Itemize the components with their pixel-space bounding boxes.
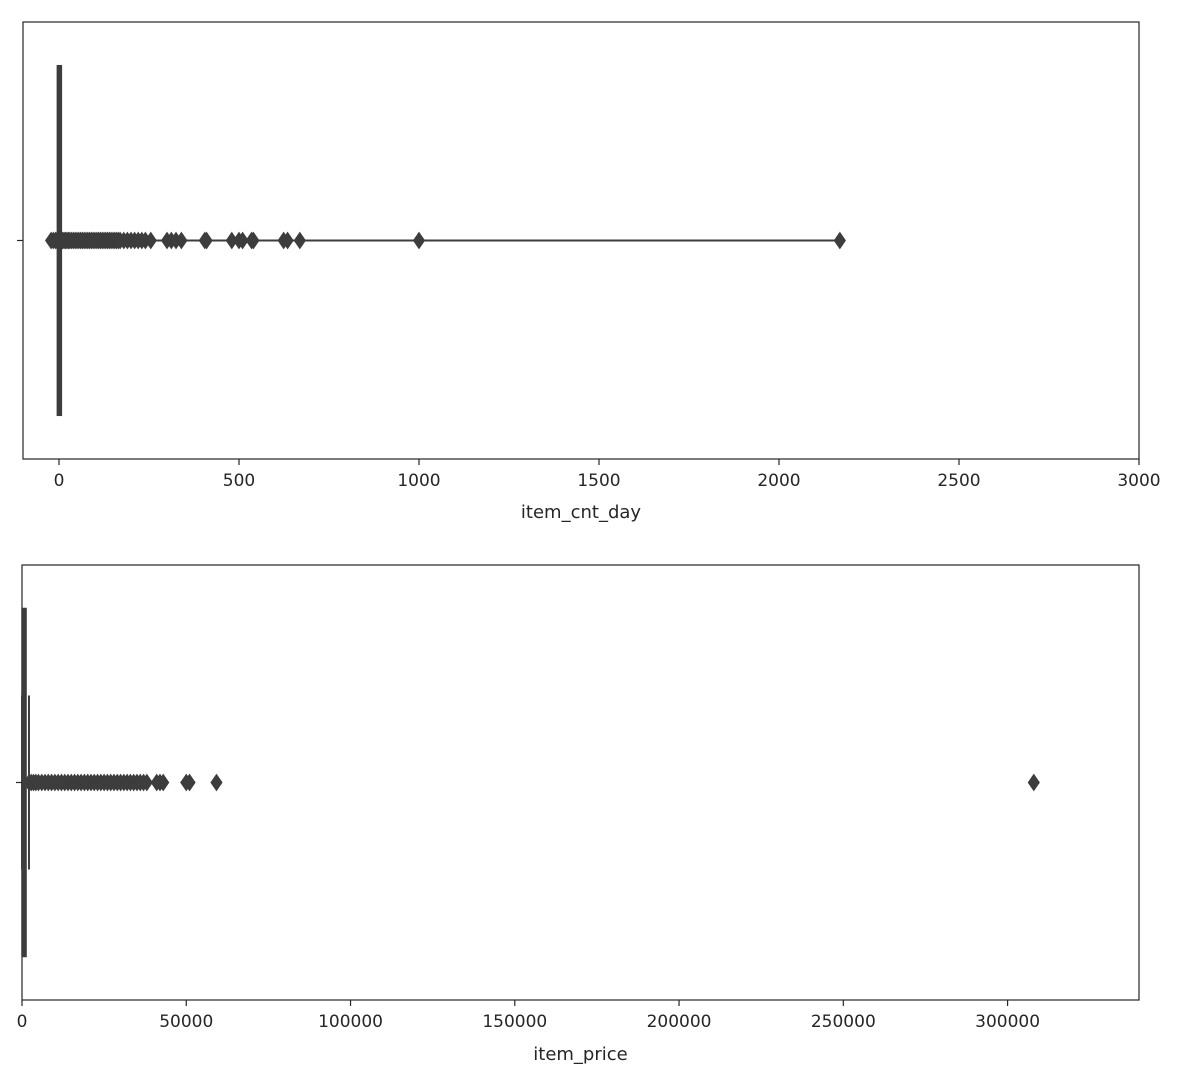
x-tick-label: 50000 bbox=[159, 1012, 213, 1032]
outlier-point bbox=[140, 773, 153, 792]
x-tick-label: 2500 bbox=[937, 471, 980, 491]
x-tick-label: 300000 bbox=[975, 1012, 1040, 1032]
x-tick-label: 0 bbox=[17, 1012, 28, 1032]
x-tick-label: 0 bbox=[54, 471, 65, 491]
outlier-point bbox=[210, 773, 223, 792]
x-tick-label: 250000 bbox=[811, 1012, 876, 1032]
x-axis-label: item_cnt_day bbox=[521, 502, 641, 523]
x-tick-label: 1000 bbox=[397, 471, 440, 491]
outlier-point bbox=[200, 231, 213, 250]
outlier-point bbox=[144, 231, 157, 250]
outlier-point bbox=[157, 773, 170, 792]
outlier-point bbox=[1027, 773, 1040, 792]
x-tick-label: 1500 bbox=[577, 471, 620, 491]
x-tick-label: 100000 bbox=[318, 1012, 383, 1032]
x-tick-label: 2000 bbox=[757, 471, 800, 491]
outlier-point bbox=[175, 231, 188, 250]
outlier-point bbox=[293, 231, 306, 250]
x-axis-label: item_price bbox=[533, 1044, 627, 1065]
x-tick-label: 200000 bbox=[647, 1012, 712, 1032]
outlier-point bbox=[281, 231, 294, 250]
outlier-point bbox=[412, 231, 426, 250]
x-tick-label: 150000 bbox=[482, 1012, 547, 1032]
plot-frame bbox=[21, 564, 1140, 1001]
outlier-point bbox=[183, 773, 196, 792]
outlier-point bbox=[247, 231, 260, 250]
x-tick-label: 500 bbox=[223, 471, 255, 491]
boxplot-panel-item-price: 0 50000 100000 150000 200000 250000 300000 item… bbox=[16, 564, 1140, 1065]
x-tick-label: 3000 bbox=[1117, 471, 1160, 491]
outlier-point bbox=[833, 231, 846, 250]
outlier-point bbox=[236, 231, 249, 250]
boxplot-panel-item-cnt-day: 0 500 1000 1500 2000 2500 3000 item_cnt_day bbox=[17, 21, 1161, 523]
